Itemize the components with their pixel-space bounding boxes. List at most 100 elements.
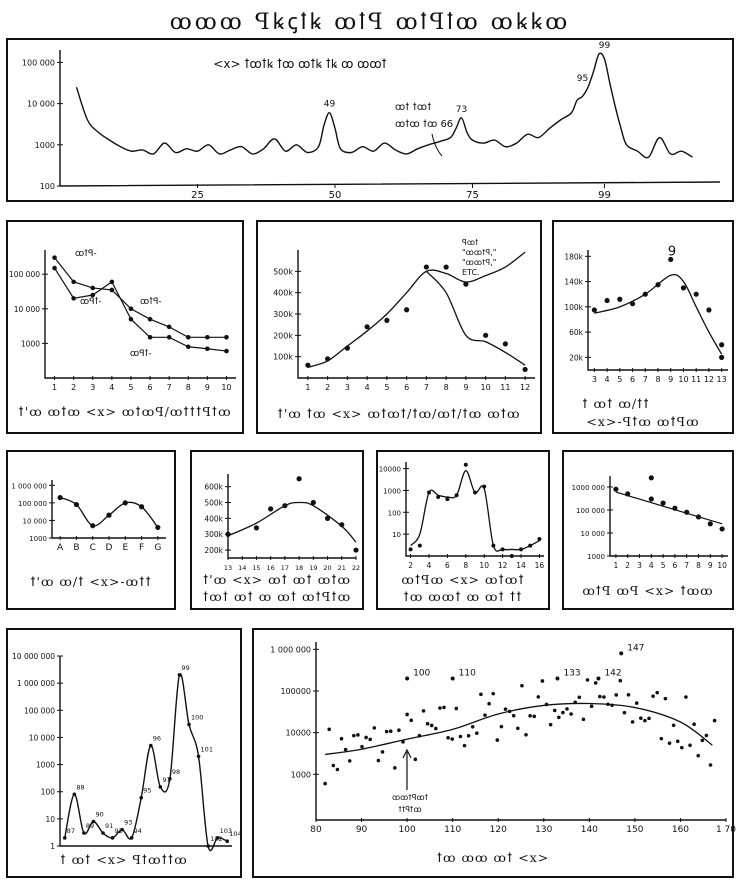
- p3-xtick-label: 6: [630, 375, 635, 384]
- main-annotation-95: 95: [577, 74, 588, 84]
- p4-axes: [51, 480, 166, 539]
- p2-note-line2: "ꝏꝏꝉꟼ,": [462, 248, 496, 257]
- p9-axes: [315, 642, 726, 821]
- p1-legend-series-0: ꝏꝉꟼ-: [75, 249, 97, 259]
- p7-point: [684, 509, 690, 515]
- p4-xtick-label: D: [106, 543, 113, 553]
- p5-curve: [227, 501, 357, 543]
- p9-point: [421, 709, 426, 713]
- p7-xtick-label: 9: [708, 561, 713, 570]
- p9-point: [524, 732, 528, 737]
- p6-ytick-label: 10000: [379, 466, 401, 474]
- p8-ytick-label: 1 000 000: [17, 679, 55, 688]
- p4-xtick-label: G: [154, 543, 161, 553]
- panel-2: [256, 220, 542, 434]
- p9-point: [470, 724, 475, 729]
- p9-point: [651, 694, 655, 698]
- caption-panel-3-line2: <x>-ꟼꝉꝏ ꝏꝉꟼꝏ: [586, 414, 700, 429]
- p7-xtick-label: 5: [661, 561, 666, 570]
- p6-axes: [405, 462, 544, 557]
- p9-point: [352, 733, 356, 738]
- p9-highlight-point-100: [405, 676, 410, 681]
- main-annotation-49: 49: [324, 100, 336, 110]
- p9-point: [602, 695, 606, 699]
- p8-point-label-93: 93: [124, 819, 132, 827]
- p2-xtick-label: 7: [424, 383, 429, 392]
- p6-point: [463, 462, 468, 467]
- p8-point: [101, 831, 105, 835]
- p5-xtick-label: 17: [281, 564, 289, 572]
- p9-point: [388, 729, 393, 733]
- p7-axes: [609, 476, 728, 557]
- p9-point: [598, 694, 602, 699]
- p8-point: [187, 722, 191, 727]
- p1-series-1-point: [71, 296, 76, 301]
- caption-panel-7: ꝏꝉꟼ ꝏꟼ <x> ꝉꝏꝏ: [582, 583, 714, 598]
- p1-xtick-label: 10: [221, 383, 231, 392]
- p9-point: [425, 721, 430, 726]
- p6-ytick-label: 10: [392, 531, 401, 539]
- p3-point: [655, 282, 661, 288]
- panel-5: [190, 450, 364, 610]
- p6-ytick-label: 100: [388, 509, 401, 517]
- p8-point-label-101: 101: [201, 745, 213, 753]
- p7-point: [648, 475, 654, 481]
- p4-ytick-label: 10 000: [23, 517, 48, 525]
- p8-point: [139, 795, 144, 800]
- p8-ytick-label: 10 000 000: [12, 652, 55, 661]
- p9-point: [630, 720, 635, 724]
- p9-point: [684, 695, 688, 699]
- p9-point: [475, 731, 479, 735]
- p7-xtick-label: 10: [717, 561, 727, 570]
- p9-ytick-label: 100000: [280, 687, 311, 696]
- p5-point: [296, 476, 302, 482]
- p9-point: [360, 744, 364, 749]
- p9-point: [442, 705, 446, 710]
- p1-xtick-label: 3: [90, 383, 95, 392]
- p9-point: [458, 734, 463, 739]
- p2-axes: [297, 250, 535, 379]
- p2-note-line1: ꟼꝏꝉ: [462, 238, 478, 247]
- p5-ytick-label: 200k: [204, 546, 223, 555]
- p7-point: [613, 486, 619, 492]
- p9-point: [708, 763, 713, 767]
- p2-point: [522, 366, 528, 373]
- p9-trend-curve: [325, 702, 713, 756]
- p1-xtick-label: 5: [128, 383, 133, 392]
- p1-series-0-point: [185, 335, 191, 340]
- p9-point: [675, 739, 680, 744]
- p3-point: [604, 297, 610, 304]
- p9-point: [659, 736, 664, 741]
- p4-point: [73, 501, 80, 508]
- p8-point-label-96: 96: [153, 735, 161, 743]
- main-ytick-label: 10 000: [27, 100, 55, 109]
- p4-point: [155, 524, 161, 531]
- p9-highlight-point-133: [555, 676, 560, 681]
- p6-point: [427, 490, 431, 495]
- p3-point: [629, 301, 636, 307]
- p5-point: [353, 547, 359, 553]
- p9-point: [491, 691, 496, 696]
- p9-highlight-point-142: [596, 676, 601, 681]
- p3-xtick-label: 5: [617, 375, 622, 384]
- p4-ytick-label: 1000: [29, 535, 47, 543]
- p7-xtick-label: 6: [673, 561, 678, 570]
- p5-xtick-label: 22: [352, 564, 360, 572]
- p3-xtick-label: 12: [704, 375, 714, 384]
- p8-point: [148, 743, 153, 748]
- p2-ytick-label: 500k: [273, 267, 293, 276]
- p5-point: [282, 503, 288, 509]
- p5-point: [268, 506, 274, 512]
- p2-point: [404, 307, 410, 313]
- p8-point-label-94: 94: [134, 827, 142, 835]
- p8-point: [72, 792, 77, 797]
- p7-point: [707, 521, 713, 527]
- p3-point: [642, 291, 648, 297]
- p9-point: [561, 710, 565, 715]
- p1-xtick-label: 6: [148, 383, 153, 392]
- p7-ytick-label: 1000 000: [572, 484, 605, 492]
- p9-highlight-label-133: 133: [563, 668, 580, 678]
- caption-panel-9: ꝉꝏ ꝏꝏ ꝏꝉ <x>: [436, 850, 550, 865]
- caption-panel-8: ꝉ ꝏꝉ <x> ꟼꝉꝏꝉꝉꝏ: [60, 852, 188, 867]
